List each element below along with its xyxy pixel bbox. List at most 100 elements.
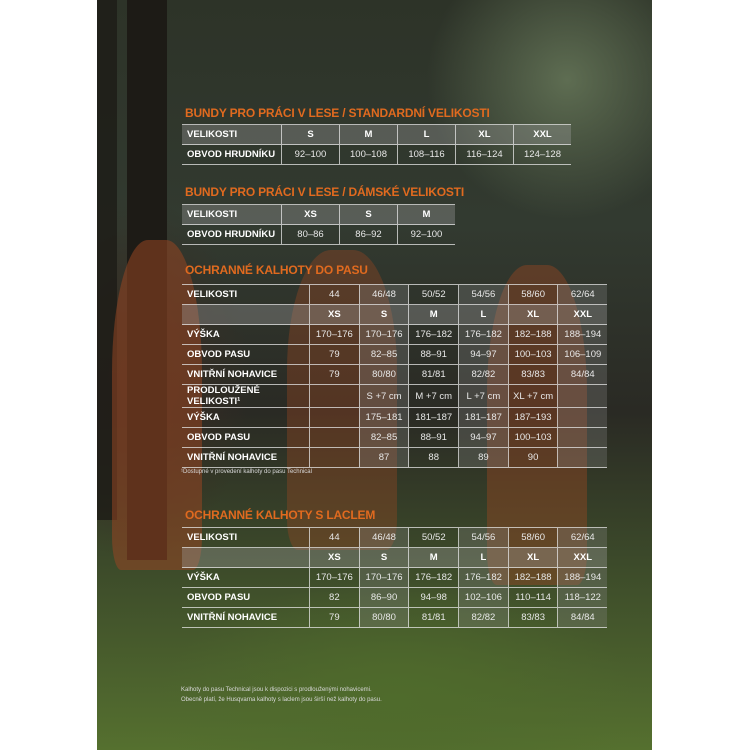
table-cell [309,407,360,428]
table-cell: 170–176 [358,324,409,345]
table-cell: S [339,204,398,225]
table-cell: XS [281,204,340,225]
table-cell: 94–98 [408,587,459,608]
table-cell: M [339,124,398,145]
table-cell: XXL [557,547,608,568]
row-label: OBVOD HRUDNÍKU [182,224,282,245]
table-cell: 188–194 [557,324,608,345]
table-cell: 79 [309,364,360,385]
table-cell: 88 [408,447,459,468]
table-cell: 94–97 [458,427,509,448]
table-cell: 54/56 [458,527,509,548]
note-line: Kalhoty do pasu Technical jsou k dispozi… [181,687,372,693]
table-row: VNITŘNÍ NOHAVICE 79 80/80 81/81 82/82 83/83 84… [182,607,608,628]
table-row: XS S M L XL XXL [182,304,608,325]
table-cell: 86–90 [358,587,409,608]
table-cell: 79 [309,607,360,628]
table-row: OBVOD HRUDNÍKU 92–100 100–108 108–116 116–12… [182,144,571,165]
table-row: OBVOD PASU 82–85 88–91 94–97 100–103 [182,427,608,448]
header-row: VELIKOSTI S M L XL XXL [182,124,571,145]
table-row: VÝŠKA 175–181 181–187 181–187 187–193 [182,407,608,428]
table-row: OBVOD PASU 79 82–85 88–91 94–97 100–103 106–10… [182,344,608,365]
table-cell: S [358,304,409,325]
table-cell: 50/52 [408,284,459,305]
table-cell: 54/56 [458,284,509,305]
header-row: VELIKOSTI 44 46/48 50/52 54/56 58/60 62/64 [182,284,608,305]
row-label: OBVOD HRUDNÍKU [182,144,282,165]
table-cell: XS [309,547,360,568]
table-cell: 92–100 [281,144,340,165]
table-cell: M +7 cm [408,384,459,408]
header-row: VELIKOSTI XS S M [182,204,455,225]
size-table-jackets-standard: VELIKOSTI S M L XL XXL OBVOD HRUDNÍKU 92–100 100… [182,124,571,165]
table-cell: 84/84 [557,364,608,385]
table-cell: 176–182 [408,324,459,345]
table-cell: 83/83 [507,364,558,385]
table-cell: L [458,547,509,568]
size-table-bib-trousers: VELIKOSTI 44 46/48 50/52 54/56 58/60 62/64 XS S M… [182,527,608,628]
table-cell: 175–181 [358,407,409,428]
row-label: OBVOD PASU [182,344,310,365]
row-label [182,304,310,325]
note-line: Obecně platí, že Husqvarna kalhoty s lac… [181,697,382,703]
table-cell: XL [507,547,558,568]
table-cell: M [408,304,459,325]
table-cell: 50/52 [408,527,459,548]
section-title: BUNDY PRO PRÁCI V LESE / DÁMSKÉ VELIKOST… [185,185,464,199]
table-row: VNITŘNÍ NOHAVICE 87 88 89 90 [182,447,608,468]
table-cell: 176–182 [408,567,459,588]
table-cell: 46/48 [358,527,409,548]
row-label: VNITŘNÍ NOHAVICE [182,607,310,628]
row-label: VÝŠKA [182,324,310,345]
row-label: VELIKOSTI [182,527,310,548]
table-cell: 110–114 [507,587,558,608]
row-label: VNITŘNÍ NOHAVICE [182,364,310,385]
table-cell: 83/83 [507,607,558,628]
section-title: BUNDY PRO PRÁCI V LESE / STANDARDNÍ VELI… [185,106,490,120]
table-cell: 82–85 [358,344,409,365]
row-label: VÝŠKA [182,567,310,588]
table-cell: 176–182 [458,567,509,588]
table-cell: 182–188 [507,324,558,345]
table-cell: 82–85 [358,427,409,448]
table-cell [557,407,608,428]
table-cell: L [397,124,456,145]
table-cell: 44 [309,527,360,548]
table-cell [557,427,608,448]
table-cell: 90 [507,447,558,468]
table-cell: M [408,547,459,568]
table-cell: 94–97 [458,344,509,365]
section-title: OCHRANNÉ KALHOTY S LACLEM [185,508,376,522]
table-cell [557,447,608,468]
header-row: VELIKOSTI 44 46/48 50/52 54/56 58/60 62/64 [182,527,608,548]
row-label: VELIKOSTI [182,284,310,305]
table-cell: 80–86 [281,224,340,245]
table-row: PRODLOUŽENÉ VELIKOSTI¹ S +7 cm M +7 cm L +7… [182,384,608,408]
size-table-jackets-women: VELIKOSTI XS S M OBVOD HRUDNÍKU 80–86 86–92 92–… [182,204,455,245]
table-cell: 118–122 [557,587,608,608]
table-row: OBVOD PASU 82 86–90 94–98 102–106 110–114 118–… [182,587,608,608]
table-cell: 102–106 [458,587,509,608]
table-cell: 89 [458,447,509,468]
table-cell: 170–176 [309,567,360,588]
row-label: OBVOD PASU [182,587,310,608]
table-cell: 181–187 [408,407,459,428]
table-cell: 170–176 [358,567,409,588]
table-cell [309,427,360,448]
table-row: VNITŘNÍ NOHAVICE 79 80/80 81/81 82/82 83/83 84… [182,364,608,385]
table-cell: 182–188 [507,567,558,588]
table-cell: 106–109 [557,344,608,365]
table-cell: XL [507,304,558,325]
table-cell: S +7 cm [358,384,409,408]
table-cell: L +7 cm [458,384,509,408]
row-label [182,547,310,568]
table-cell: 88–91 [408,344,459,365]
table-cell: 116–124 [455,144,514,165]
table-cell [557,384,608,408]
table-row: OBVOD HRUDNÍKU 80–86 86–92 92–100 [182,224,455,245]
table-cell [309,447,360,468]
table-cell: S [358,547,409,568]
table-cell: 86–92 [339,224,398,245]
table-cell: XL +7 cm [507,384,558,408]
table-cell: XS [309,304,360,325]
